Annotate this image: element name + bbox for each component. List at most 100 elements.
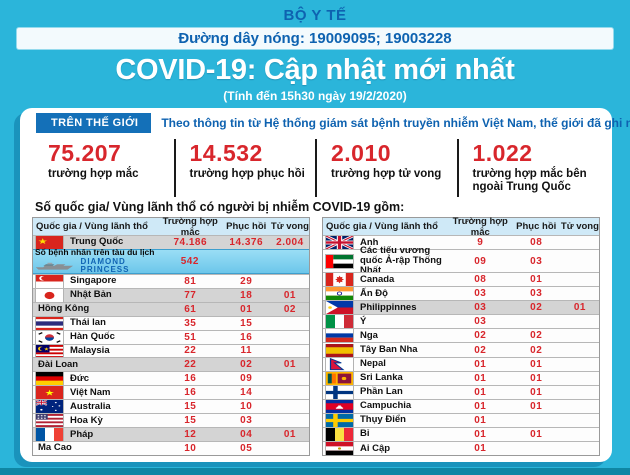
stat-value: 75.207	[48, 140, 122, 166]
table-row: Các tiểu vương quốc Ả-rập Thống Nhất 09 03	[323, 246, 599, 276]
column-header: Trường hợp mắc	[452, 215, 508, 238]
stat-label: trường hợp tử vong	[331, 168, 442, 180]
table-row: ★ Việt Nam 16 14	[33, 385, 309, 400]
cases-value: 16	[184, 373, 197, 385]
flag-france-icon	[35, 428, 64, 442]
diamond-princess-row: Số bệnh nhân trên tàu du lịch DIAMOND PRI…	[33, 247, 309, 275]
cases-value: 35	[184, 317, 197, 329]
footer-strip	[0, 468, 630, 475]
cases-value: 15	[184, 401, 197, 413]
flag-singapore-icon	[35, 274, 64, 288]
table-row: ★★★ ★★★ Hoa Kỳ 15 03	[33, 413, 309, 428]
cases-value: 01	[474, 386, 487, 398]
deaths-value: 01	[573, 302, 586, 314]
country-tables: Quốc gia / Vùng lãnh thổ Trường hợp mắc Ph…	[30, 215, 602, 456]
country-name: Sri Lanka	[360, 372, 403, 384]
lead-text: Theo thông tin từ Hệ thống giám sát bệnh…	[161, 115, 630, 130]
table-row: Ai Cập 01	[323, 441, 599, 456]
table-header-row: Quốc gia / Vùng lãnh thổ Trường hợp mắc Ph…	[323, 215, 599, 238]
table-row: Đức 16 09	[33, 371, 309, 386]
table-row: Nepal 01 01	[323, 356, 599, 371]
flag-australia-icon	[35, 400, 64, 414]
recovered-value: 03	[530, 288, 543, 300]
country-table-right: Quốc gia / Vùng lãnh thổ Trường hợp mắc Ph…	[322, 215, 600, 456]
country-name: Trung Quốc	[70, 236, 124, 248]
recovered-value: 01	[530, 274, 543, 286]
ministry-title: BỘ Y TẾ	[283, 7, 347, 24]
dp-ship-name: DIAMOND PRINCESS	[80, 257, 130, 275]
flag-china-icon: ★	[35, 235, 64, 249]
country-name: Tây Ban Nha	[360, 344, 418, 355]
hotline-bar: Đường dây nóng: 19009095; 19003228	[17, 28, 613, 49]
cases-value: 01	[474, 400, 487, 412]
table-row: Ma Cao 10 05	[33, 440, 309, 455]
flag-germany-icon	[35, 372, 64, 386]
cases-value: 03	[474, 288, 487, 300]
recovered-value: 01	[240, 303, 253, 315]
svg-text:★: ★	[38, 237, 48, 246]
world-panel: TRÊN THẾ GIỚI Theo thông tin từ Hệ thống…	[20, 108, 630, 462]
country-name: Australia	[70, 400, 111, 412]
dp-caption: Số bệnh nhân trên tàu du lịch	[35, 247, 155, 258]
stat-item: 1.022 trường hợp mắc bên ngoài Trung Quốc	[456, 139, 599, 197]
flag-malaysia-icon: ★	[35, 344, 64, 358]
section-title: Số quốc gia/ Vùng lãnh thổ có người bị n…	[35, 200, 405, 214]
panel-head: TRÊN THẾ GIỚI Theo thông tin từ Hệ thống…	[30, 110, 630, 135]
svg-text:★: ★	[44, 347, 50, 352]
deaths-value: 02	[283, 303, 296, 315]
country-name: Hoa Kỳ	[70, 414, 103, 426]
cases-value: 22	[184, 359, 197, 371]
cases-value: 08	[474, 274, 487, 286]
country-name: Các tiểu vương quốc Ả-rập Thống Nhất	[360, 246, 442, 277]
recovered-value: 05	[240, 442, 253, 454]
recovered-value: 01	[530, 400, 543, 412]
table-row: Thụy Điển 01	[323, 412, 599, 427]
table-row: Nga 02 02	[323, 328, 599, 343]
country-name: Hồng Kông	[38, 304, 90, 315]
stat-item: 2.010 trường hợp tử vong	[315, 139, 457, 197]
flag-thailand-icon	[35, 316, 64, 330]
stat-item: 75.207 trường hợp mắc	[34, 139, 174, 197]
table-row: Anh 9 08	[323, 235, 599, 250]
recovered-value: 01	[530, 428, 543, 440]
flag-egypt-icon	[325, 442, 354, 456]
country-name: Anh	[360, 236, 379, 248]
country-name: Malaysia	[70, 345, 110, 356]
cases-value: 03	[474, 302, 487, 314]
recovered-value: 18	[240, 289, 253, 301]
deaths-value: 01	[283, 289, 296, 301]
cases-value: 51	[184, 331, 197, 343]
recovered-value: 29	[240, 275, 253, 287]
cases-value: 81	[184, 275, 197, 287]
cases-value: 03	[474, 316, 487, 328]
recovered-value: 14.376	[229, 236, 264, 248]
deaths-value: 01	[283, 429, 296, 441]
cases-value: 01	[474, 443, 487, 455]
flag-spain-icon	[325, 343, 354, 357]
flag-finland-icon	[325, 385, 354, 399]
country-name: Thái lan	[70, 317, 106, 329]
cruise-ship-icon	[35, 261, 77, 272]
country-name: Đức	[70, 372, 90, 384]
world-stats: 75.207 trường hợp mắc 14.532 trường hợp phụ…	[30, 139, 602, 197]
stat-item: 14.532 trường hợp phục hồi	[173, 139, 316, 197]
cases-value: 74.186	[173, 236, 208, 248]
country-name: Ma Cao	[38, 443, 72, 454]
column-header: Trường hợp mắc	[162, 215, 218, 238]
country-name: Singapore	[70, 275, 117, 287]
country-name: Nga	[360, 329, 378, 341]
cases-value: 77	[184, 289, 197, 301]
table-row: Phần Lan 01 01	[323, 384, 599, 399]
cases-value: 542	[180, 255, 199, 267]
country-name: Pháp	[70, 428, 94, 440]
recovered-value: 03	[240, 415, 253, 427]
country-name: Đài Loan	[38, 359, 79, 370]
country-name: Hàn Quốc	[70, 331, 115, 343]
country-name: Phần Lan	[360, 386, 403, 398]
recovered-value: 10	[240, 401, 253, 413]
cases-value: 22	[184, 345, 197, 357]
column-header: Tử vong	[270, 221, 309, 232]
cases-value: 16	[184, 387, 197, 399]
country-name: Nhật Bản	[70, 289, 112, 301]
